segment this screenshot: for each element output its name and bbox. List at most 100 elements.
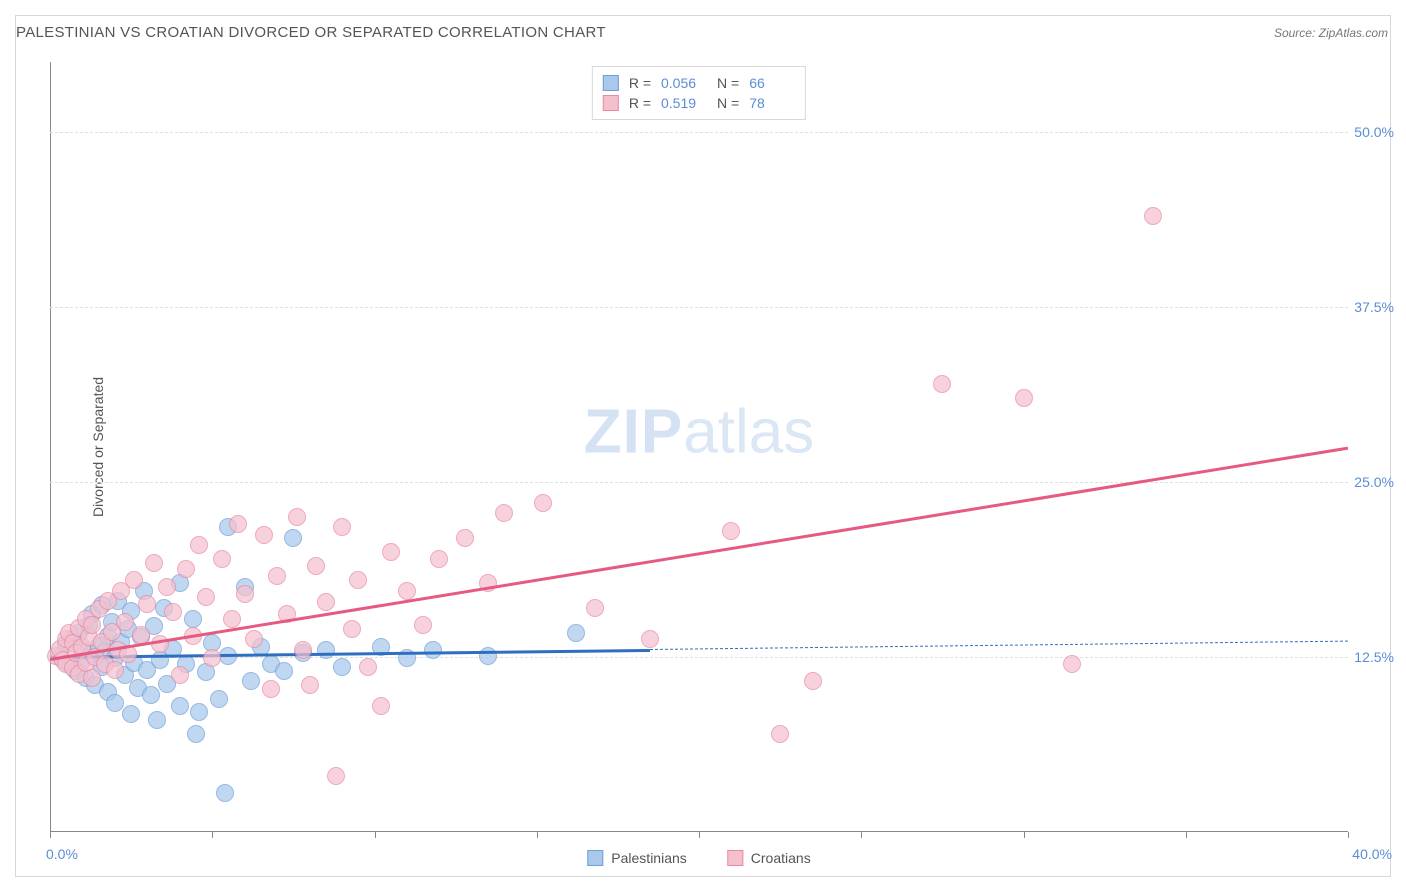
x-tick [537, 832, 538, 838]
stats-r-value: 0.056 [661, 75, 707, 91]
legend-swatch [587, 850, 603, 866]
scatter-point-palestinians [275, 662, 293, 680]
x-tick [1024, 832, 1025, 838]
stats-n-label: N = [717, 95, 739, 111]
scatter-point-palestinians [187, 725, 205, 743]
scatter-point-croatians [398, 582, 416, 600]
scatter-point-croatians [116, 613, 134, 631]
legend-item-croatians[interactable]: Croatians [727, 850, 811, 866]
scatter-point-croatians [430, 550, 448, 568]
gridline-h [50, 657, 1348, 658]
scatter-point-croatians [771, 725, 789, 743]
y-tick-label: 25.0% [1354, 474, 1394, 490]
y-tick-label: 50.0% [1354, 124, 1394, 140]
scatter-point-croatians [586, 599, 604, 617]
legend-swatch [603, 75, 619, 91]
scatter-point-palestinians [122, 705, 140, 723]
stats-n-value: 78 [749, 95, 795, 111]
scatter-point-croatians [164, 603, 182, 621]
scatter-point-croatians [132, 626, 150, 644]
plot-area: ZIPatlas Divorced or Separated 0.0% 40.0… [50, 62, 1348, 832]
stats-legend: R = 0.056 N = 66 R = 0.519 N = 78 [592, 66, 806, 120]
scatter-point-croatians [197, 588, 215, 606]
source-attribution: Source: ZipAtlas.com [1274, 26, 1388, 40]
scatter-point-croatians [138, 595, 156, 613]
scatter-point-croatians [171, 666, 189, 684]
y-axis-line [50, 62, 51, 832]
scatter-point-croatians [933, 375, 951, 393]
scatter-point-palestinians [284, 529, 302, 547]
legend-label: Croatians [751, 850, 811, 866]
scatter-point-palestinians [242, 672, 260, 690]
x-tick [699, 832, 700, 838]
scatter-point-croatians [307, 557, 325, 575]
scatter-point-croatians [301, 676, 319, 694]
scatter-point-croatians [414, 616, 432, 634]
scatter-point-croatians [333, 518, 351, 536]
scatter-point-palestinians [184, 610, 202, 628]
y-tick-label: 37.5% [1354, 299, 1394, 315]
scatter-point-palestinians [190, 703, 208, 721]
scatter-point-croatians [245, 630, 263, 648]
chart-title: PALESTINIAN VS CROATIAN DIVORCED OR SEPA… [16, 24, 606, 41]
stats-legend-row-croatians: R = 0.519 N = 78 [603, 93, 795, 113]
scatter-point-palestinians [567, 624, 585, 642]
watermark: ZIPatlas [584, 396, 814, 467]
scatter-point-croatians [236, 585, 254, 603]
scatter-point-palestinians [333, 658, 351, 676]
stats-r-label: R = [629, 95, 651, 111]
scatter-point-croatians [382, 543, 400, 561]
scatter-point-croatians [495, 504, 513, 522]
scatter-point-croatians [327, 767, 345, 785]
gridline-h [50, 132, 1348, 133]
x-tick [1348, 832, 1349, 838]
scatter-point-croatians [158, 578, 176, 596]
scatter-point-croatians [262, 680, 280, 698]
trend-line-croatians [50, 447, 1348, 661]
scatter-point-croatians [288, 508, 306, 526]
scatter-point-croatians [722, 522, 740, 540]
x-axis-min-label: 0.0% [46, 846, 78, 862]
scatter-point-croatians [317, 593, 335, 611]
x-tick [212, 832, 213, 838]
scatter-point-croatians [349, 571, 367, 589]
scatter-point-croatians [255, 526, 273, 544]
scatter-point-croatians [177, 560, 195, 578]
scatter-point-palestinians [142, 686, 160, 704]
scatter-point-croatians [359, 658, 377, 676]
trend-line-palestinians-dash [650, 640, 1348, 649]
scatter-point-croatians [1144, 207, 1162, 225]
scatter-point-croatians [83, 616, 101, 634]
scatter-point-croatians [106, 661, 124, 679]
legend-swatch [603, 95, 619, 111]
scatter-point-croatians [229, 515, 247, 533]
stats-legend-row-palestinians: R =0.056N =66 [603, 73, 795, 93]
chart-container: PALESTINIAN VS CROATIAN DIVORCED OR SEPA… [15, 15, 1391, 877]
stats-r-value: 0.519 [661, 95, 707, 111]
scatter-point-croatians [804, 672, 822, 690]
y-axis-label: Divorced or Separated [90, 377, 106, 517]
stats-n-label: N = [717, 75, 739, 91]
scatter-point-palestinians [210, 690, 228, 708]
scatter-point-croatians [1015, 389, 1033, 407]
scatter-point-croatians [145, 554, 163, 572]
scatter-point-palestinians [479, 647, 497, 665]
x-tick [861, 832, 862, 838]
x-tick [375, 832, 376, 838]
legend-item-palestinians[interactable]: Palestinians [587, 850, 687, 866]
scatter-point-croatians [203, 649, 221, 667]
scatter-point-croatians [641, 630, 659, 648]
scatter-point-croatians [125, 571, 143, 589]
scatter-point-palestinians [317, 641, 335, 659]
legend-label: Palestinians [611, 850, 687, 866]
scatter-point-palestinians [106, 694, 124, 712]
scatter-point-croatians [372, 697, 390, 715]
stats-n-value: 66 [749, 75, 795, 91]
gridline-h [50, 307, 1348, 308]
scatter-point-palestinians [171, 697, 189, 715]
legend-swatch [727, 850, 743, 866]
watermark-zip: ZIP [584, 397, 683, 466]
scatter-point-palestinians [424, 641, 442, 659]
scatter-point-croatians [213, 550, 231, 568]
scatter-point-croatians [83, 669, 101, 687]
